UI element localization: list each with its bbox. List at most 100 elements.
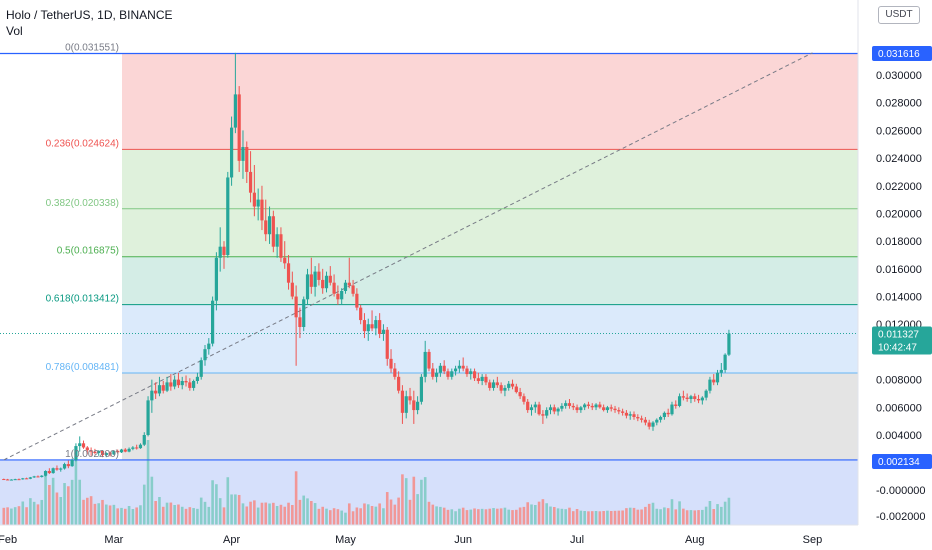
volume-bar — [480, 508, 484, 525]
volume-bar — [32, 501, 36, 525]
volume-indicator-label[interactable]: Vol — [6, 24, 23, 38]
volume-bar — [332, 508, 336, 525]
volume-bar — [116, 508, 119, 525]
volume-bar — [351, 511, 355, 525]
volume-bar — [211, 480, 214, 525]
volume-bar — [344, 512, 347, 525]
volume-bar — [602, 511, 605, 525]
volume-bar — [253, 500, 256, 525]
volume-bar — [17, 506, 21, 525]
time-tick-label: Apr — [223, 534, 240, 546]
volume-bar — [613, 510, 617, 525]
volume-bar — [674, 509, 678, 525]
time-tick-label: Jun — [454, 534, 472, 546]
candle-body — [13, 479, 17, 481]
candle-body — [545, 410, 549, 416]
fib-labels: 0(0.031551) 0.236(0.024624) 0.382(0.020338… — [46, 43, 119, 460]
volume-bar — [723, 501, 727, 525]
candle-body — [727, 333, 731, 355]
volume-bar — [29, 498, 32, 525]
time-tick-label: Jul — [570, 534, 584, 546]
volume-bar — [522, 506, 526, 525]
volume-bar — [549, 506, 552, 525]
candle-body — [359, 307, 363, 321]
candle-body — [180, 381, 184, 386]
volume-bar — [241, 503, 245, 525]
candle-body — [324, 275, 329, 289]
candle-body — [347, 282, 351, 286]
candle-body — [321, 279, 325, 289]
volume-bar — [196, 508, 199, 525]
price-tick-label: 0.006000 — [876, 402, 922, 414]
volume-bar — [503, 507, 507, 525]
candle-body — [24, 478, 29, 480]
candle-body — [142, 435, 146, 445]
price-tick-label: 0.004000 — [876, 430, 922, 442]
volume-bar — [568, 507, 571, 525]
candle-body — [457, 365, 461, 369]
candle-body — [264, 220, 268, 235]
symbol-title[interactable]: Holo / TetherUS, 1D, BINANCE — [6, 8, 173, 22]
volume-bar — [404, 478, 408, 525]
candle-body — [465, 368, 469, 375]
volume-bar — [298, 499, 302, 525]
volume-bar — [720, 506, 723, 525]
volume-bar — [461, 507, 465, 525]
fib-level-label: 0(0.031551) — [65, 43, 119, 54]
candle-body — [188, 382, 192, 388]
volume-bar — [412, 476, 416, 525]
volume-bar — [537, 501, 541, 525]
candle-body — [317, 271, 321, 280]
candle-body — [696, 399, 701, 401]
volume-bar — [663, 507, 666, 525]
candle-body — [677, 396, 682, 406]
volume-bar — [142, 484, 146, 525]
currency-button[interactable]: USDT — [878, 6, 920, 24]
volume-bar — [13, 507, 17, 525]
candle-body — [488, 382, 492, 388]
candle-body — [47, 471, 51, 474]
candle-body — [302, 299, 306, 327]
candle-body — [416, 401, 420, 411]
volume-bar — [180, 506, 184, 525]
volume-bar — [6, 507, 9, 525]
volume-bar — [336, 509, 340, 525]
price-tick-label: 0.008000 — [876, 375, 922, 387]
volume-bar — [135, 507, 138, 525]
candle-body — [313, 271, 317, 287]
candle-body — [290, 282, 294, 297]
volume-bar — [575, 509, 579, 525]
candle-body — [579, 407, 583, 411]
volume-bar — [416, 494, 419, 525]
candle-body — [192, 381, 196, 388]
price-tag-label: 0.031616 — [878, 49, 920, 60]
candle-body — [689, 396, 693, 399]
candle-body — [385, 329, 389, 359]
volume-bar — [507, 509, 511, 525]
volume-bar — [283, 506, 287, 525]
candle-body — [271, 216, 275, 247]
fib-level-label: 0.618(0.013412) — [46, 294, 119, 305]
volume-bar — [272, 502, 275, 525]
volume-bar — [313, 503, 317, 525]
candle-body — [503, 387, 507, 391]
candle-body — [89, 450, 93, 452]
volume-bar — [177, 504, 180, 525]
volume-bar — [435, 506, 438, 525]
candle-body — [241, 147, 245, 161]
candle-body — [165, 382, 169, 391]
volume-bar — [328, 510, 332, 525]
time-axis[interactable]: Feb Mar Apr May Jun Jul Aug Sep — [0, 524, 858, 546]
volume-bar — [146, 440, 150, 525]
fib-lines — [0, 52, 858, 461]
candle-body — [378, 320, 382, 334]
candle-body — [135, 447, 139, 449]
volume-bar — [370, 506, 374, 525]
candle-body — [548, 407, 553, 411]
volume-bar — [150, 476, 154, 525]
candle-body — [655, 419, 659, 423]
candle-body — [575, 407, 579, 411]
candle-body — [97, 450, 101, 453]
candle-body — [123, 449, 127, 452]
